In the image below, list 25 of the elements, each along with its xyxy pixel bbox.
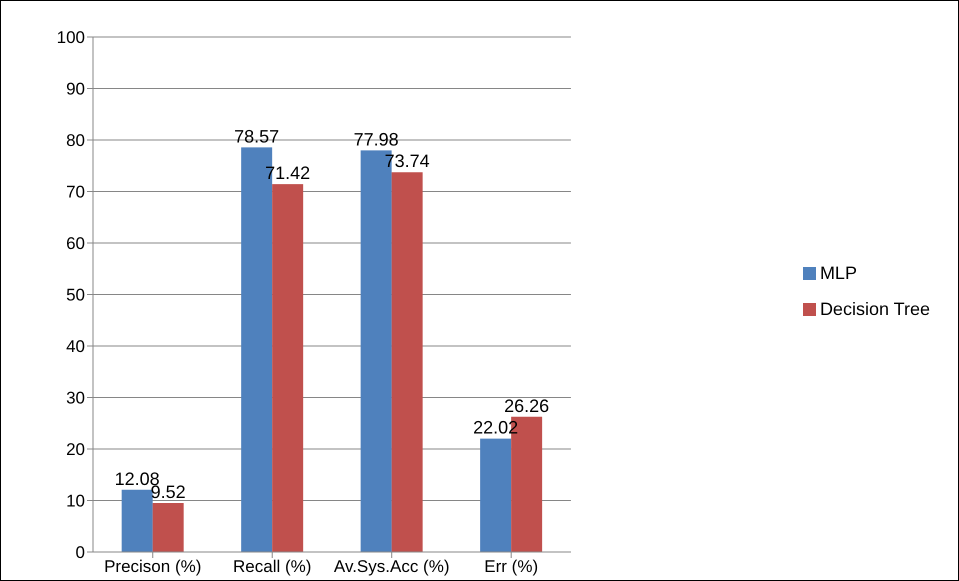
legend-label: MLP — [820, 262, 857, 282]
data-label: 78.57 — [234, 126, 280, 146]
y-tick-label: 10 — [66, 492, 85, 511]
bar — [122, 490, 153, 552]
y-tick-label: 40 — [66, 337, 85, 356]
data-label: 77.98 — [354, 129, 399, 150]
bar — [392, 172, 423, 552]
y-tick-label: 70 — [66, 182, 85, 202]
y-tick-label: 80 — [66, 131, 85, 150]
y-tick-label: 100 — [56, 28, 85, 48]
y-tick-label: 50 — [66, 286, 85, 305]
data-label: 26.26 — [504, 396, 550, 416]
x-tick-label: Precison (%) — [104, 557, 202, 576]
x-tick-label: Av.Sys.Acc (%) — [334, 557, 450, 576]
y-tick-label: 90 — [66, 80, 85, 99]
y-tick-label: 60 — [66, 234, 85, 254]
x-tick-label: Err (%) — [484, 557, 538, 576]
x-tick-label: Recall (%) — [233, 557, 312, 576]
bar — [152, 502, 184, 552]
y-tick-label: 30 — [66, 388, 85, 408]
legend-label: Decision Tree — [820, 298, 930, 318]
bar — [272, 184, 304, 552]
y-tick-label: 20 — [66, 440, 85, 460]
bar — [480, 438, 512, 552]
y-tick-label: 0 — [76, 543, 85, 562]
